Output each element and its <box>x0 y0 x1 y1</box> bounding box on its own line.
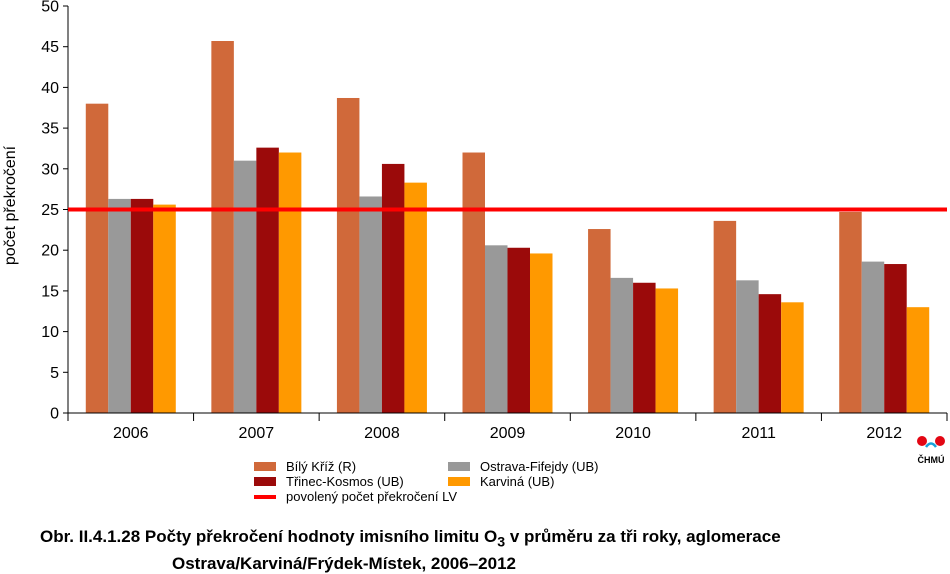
y-tick-label: 40 <box>41 80 59 97</box>
bar <box>758 294 782 413</box>
legend-swatch-ostrava-fifejdy <box>448 462 470 471</box>
legend-item-trinec-kosmos: Třinec-Kosmos (UB) <box>254 474 404 489</box>
legend-item-ostrava-fifejdy: Ostrava-Fifejdy (UB) <box>448 459 598 474</box>
y-tick-label: 25 <box>41 202 59 219</box>
figure-caption: Obr. II.4.1.28 Počty překročení hodnoty … <box>40 526 950 574</box>
y-tick-label: 15 <box>41 283 59 300</box>
legend-item-karvina: Karviná (UB) <box>448 474 554 489</box>
y-axis-title: počet překročení <box>2 145 19 265</box>
bar <box>85 103 109 414</box>
legend-item-limit-line: povolený počet překročení LV <box>254 489 457 504</box>
x-tick-label: 2008 <box>364 425 400 442</box>
legend-label-trinec-kosmos: Třinec-Kosmos (UB) <box>286 474 404 489</box>
legend-label-limit-line: povolený počet překročení LV <box>286 489 458 504</box>
legend-swatch-limit-line <box>254 494 276 499</box>
y-tick-label: 20 <box>41 243 59 260</box>
bar <box>336 97 360 414</box>
bar <box>485 245 508 413</box>
chart: 0 5 10 15 20 25 30 35 40 45 50 počet překročení 2006… <box>2 0 948 442</box>
bar <box>610 277 634 413</box>
y-tick-label: 5 <box>50 365 59 382</box>
y-tick-label: 45 <box>41 39 59 56</box>
caption-subscript: 3 <box>497 534 506 551</box>
bar <box>404 182 427 413</box>
bar <box>839 211 862 413</box>
x-tick-label: 2012 <box>866 425 902 442</box>
bar <box>256 147 279 414</box>
legend-item-bily-kriz: Bílý Kříž (R) <box>254 459 356 474</box>
legend-label-bily-kriz: Bílý Kříž (R) <box>286 459 357 474</box>
logo-text: ČHMÚ <box>918 454 945 465</box>
y-tick-label: 0 <box>50 406 59 423</box>
y-tick-label: 10 <box>41 324 59 341</box>
y-tick-label: 50 <box>41 0 59 16</box>
legend-label-karvina: Karviná (UB) <box>480 474 555 489</box>
legend: Bílý Kříž (R) Ostrava-Fifejdy (UB) Třine… <box>254 459 674 519</box>
y-tick-label: 35 <box>41 121 59 138</box>
x-tick-label: 2007 <box>239 425 275 442</box>
bar <box>278 152 302 413</box>
bar <box>781 302 804 413</box>
bar <box>713 220 737 413</box>
x-tick-label: 2011 <box>741 425 776 442</box>
caption-prefix: Obr. II.4.1.28 Počty překročení hodnoty … <box>40 527 498 546</box>
legend-swatch-trinec-kosmos <box>254 477 276 486</box>
bar <box>381 163 405 413</box>
bar <box>507 247 530 413</box>
legend-swatch-karvina <box>448 477 470 486</box>
bar <box>906 307 930 413</box>
bar <box>108 198 131 413</box>
chmu-logo-icon: ČHMÚ <box>917 436 945 465</box>
bar <box>736 280 759 413</box>
chmu-logo: ČHMÚ <box>915 435 947 465</box>
bar <box>655 288 679 413</box>
legend-label-ostrava-fifejdy: Ostrava-Fifejdy (UB) <box>480 459 599 474</box>
bar <box>130 198 154 413</box>
x-tick-label: 2010 <box>615 425 651 442</box>
bar <box>530 253 553 413</box>
bar <box>633 282 656 413</box>
bar <box>359 196 382 413</box>
x-tick-label: 2006 <box>113 425 149 442</box>
x-tick-label: 2009 <box>490 425 526 442</box>
y-tick-label: 30 <box>41 161 59 178</box>
bar <box>588 229 611 413</box>
legend-swatch-bily-kriz <box>254 462 276 471</box>
caption-suffix: v průměru za tři roky, aglomerace <box>505 527 781 546</box>
bar <box>861 261 885 413</box>
caption-line2: Ostrava/Karviná/Frýdek-Místek, 2006–2012 <box>172 554 516 574</box>
bar <box>211 41 234 413</box>
bar <box>884 264 907 413</box>
bar <box>462 152 485 413</box>
bar <box>153 204 176 413</box>
bar <box>233 160 257 413</box>
